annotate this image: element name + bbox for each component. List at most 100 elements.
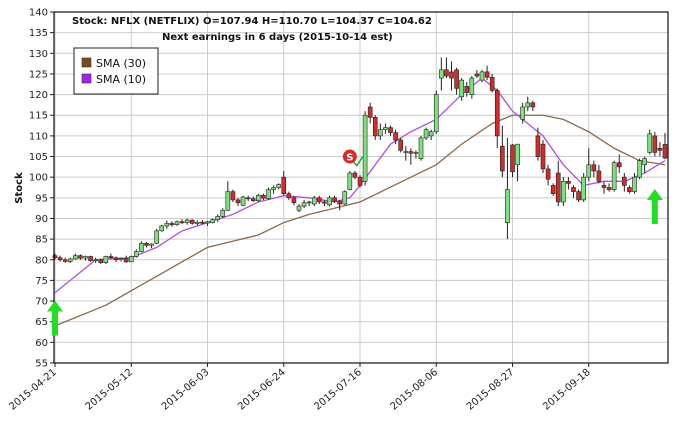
x-tick-label: 2015-07-16 [312, 367, 364, 413]
candle-body [515, 143, 520, 166]
candle [306, 200, 312, 207]
y-tick-label: 140 [29, 8, 48, 19]
candle [505, 137, 510, 240]
candle [240, 195, 246, 207]
candle-body [540, 143, 546, 170]
candle [164, 220, 170, 229]
candle-body [576, 191, 581, 201]
y-tick-label: 85 [35, 235, 48, 246]
candle [494, 88, 500, 149]
candle-body [159, 225, 165, 232]
candle [520, 102, 525, 124]
chart-subtitle: Next earnings in 6 days (2015-10-14 est) [162, 32, 393, 43]
candle [179, 219, 185, 225]
candle [433, 90, 439, 134]
y-tick-label: 60 [35, 338, 48, 349]
candle [276, 183, 281, 190]
candle-body [500, 145, 505, 172]
candle-body [362, 114, 368, 182]
candle-body [347, 172, 353, 190]
candle [662, 132, 668, 160]
x-tick-label: 2015-04-21 [7, 367, 59, 413]
candle-body [601, 185, 607, 188]
up-arrow-icon [47, 300, 63, 336]
candle-body [291, 197, 297, 204]
candle [469, 76, 475, 99]
legend-label-sma10: SMA (10) [96, 73, 146, 86]
candle [357, 175, 363, 188]
legend-swatch-sma10 [81, 73, 92, 84]
candle-body [174, 221, 180, 225]
candle-body [555, 172, 561, 203]
candle [67, 257, 73, 264]
candle-body [205, 221, 210, 224]
candle [449, 61, 454, 91]
candle-body [322, 201, 327, 204]
candle [423, 127, 429, 141]
candle-body [489, 76, 495, 91]
candle-body [535, 135, 541, 157]
candle [159, 224, 165, 232]
candle-body [220, 209, 226, 217]
candle-body [596, 170, 602, 182]
candle-body [505, 189, 510, 223]
candle [57, 255, 63, 262]
candle [235, 197, 241, 207]
candle-body [479, 71, 485, 81]
candle-body [520, 106, 525, 120]
candle-body [342, 191, 348, 205]
candle-body [215, 216, 220, 221]
candle [88, 255, 93, 262]
candle [555, 160, 561, 207]
candle [530, 100, 536, 112]
candle [474, 69, 480, 79]
candle-body [571, 187, 576, 192]
candle [113, 256, 119, 262]
candle-body [296, 205, 302, 211]
candle-body [454, 69, 459, 89]
candle [515, 143, 520, 182]
candle [200, 220, 205, 225]
candle-body [337, 200, 342, 205]
candle-body [550, 185, 556, 194]
candle-body [235, 199, 241, 204]
candle [611, 160, 617, 192]
candle-body [449, 71, 454, 79]
sell-signal-label: S [346, 153, 353, 164]
candle [383, 123, 388, 134]
candle [230, 189, 236, 202]
candle-body [179, 221, 185, 224]
candle [169, 221, 175, 227]
candle [342, 190, 348, 205]
x-tick-label: 2015-08-27 [465, 367, 517, 413]
x-tick-label: 2015-06-03 [160, 367, 212, 413]
candle [540, 140, 546, 174]
candle-body [250, 198, 256, 202]
candle-body [128, 256, 134, 263]
candle [372, 115, 378, 141]
candle [586, 148, 592, 182]
candle-body [93, 259, 98, 262]
candle-body [510, 144, 515, 173]
candle-body [195, 221, 200, 224]
candle-body [647, 133, 653, 153]
candle-body [113, 257, 119, 261]
candle-body [123, 258, 129, 263]
x-tick-label: 2015-06-24 [236, 367, 288, 413]
sma-lines [54, 77, 666, 327]
candle-body [78, 255, 83, 259]
candle-body [352, 172, 358, 178]
annotations: S [47, 149, 663, 336]
candle-body [210, 219, 215, 223]
candle-body [57, 257, 63, 261]
candle-body [52, 255, 58, 259]
candle [398, 137, 403, 153]
y-axis-label: Stock [14, 172, 25, 204]
candle [439, 57, 444, 91]
candle-body [230, 191, 236, 201]
candle-body [637, 160, 642, 178]
candle-body [561, 181, 566, 203]
up-arrow-icon [646, 188, 663, 224]
candle-body [586, 164, 592, 178]
